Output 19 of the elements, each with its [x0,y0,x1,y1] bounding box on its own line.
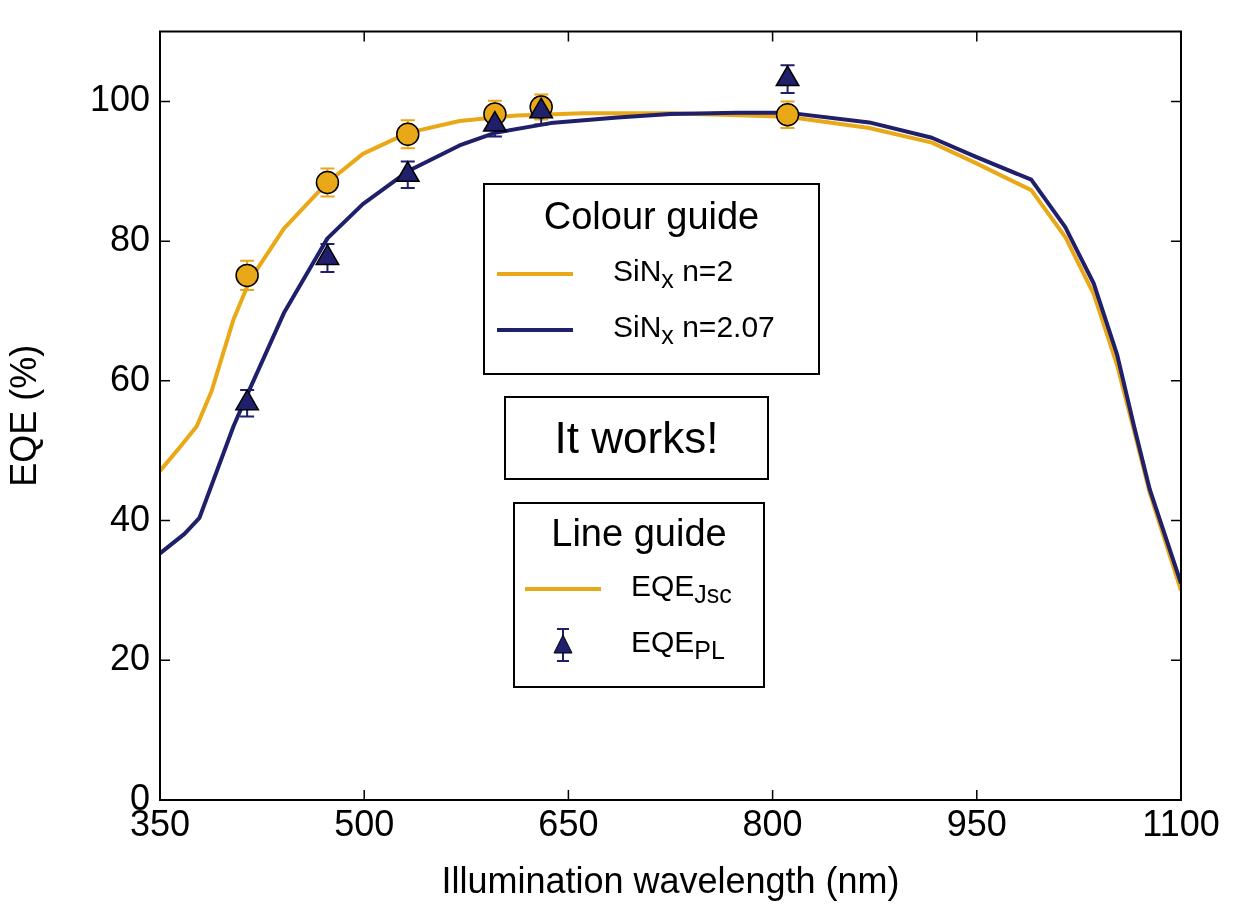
y-tick-label: 60 [109,357,150,399]
legend-label: SiN$_{x}$ n=2 [613,254,734,294]
annotation: Line guide [550,512,728,555]
legend-label: SiN$_{x}$ n=2.07 [613,310,775,350]
x-axis-title: Illumination wavelength (nm) [441,860,900,902]
x-tick-label: 650 [538,802,599,844]
y-tick-label: 20 [109,637,150,679]
x-tick-label: 1100 [1142,802,1220,844]
y-tick-label: 80 [109,218,150,260]
y-tick-label: 40 [109,497,150,539]
annotation: EQE$_{Jsc}$ [631,569,732,609]
annotation: EQE$_{PL}$ [631,625,725,665]
legend-title: Colour guide [542,195,761,238]
y-axis-title: EQE (%) [2,344,44,487]
x-tick-label: 950 [946,802,1007,844]
x-tick-label: 500 [334,802,395,844]
annotation: It works! [504,396,769,480]
y-tick-label: 100 [89,78,150,120]
x-tick-label: 800 [742,802,803,844]
